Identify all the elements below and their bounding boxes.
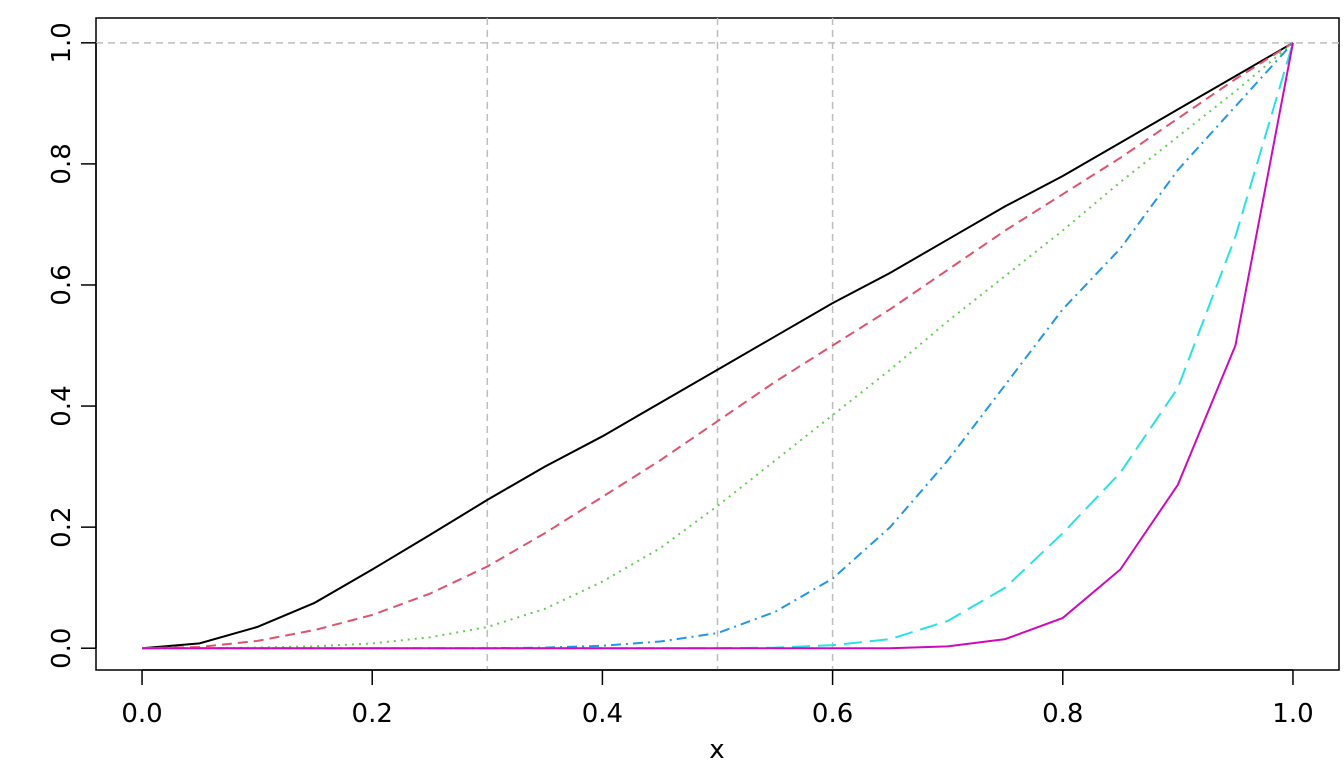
y-tick-label: 0.2 [47,506,77,547]
series-line [141,41,1294,650]
y-tick-label: 0.8 [47,143,77,184]
y-tick-label: 0.6 [47,264,77,305]
x-tick-label: 0.2 [352,699,393,729]
x-axis-label: x [709,735,724,765]
x-tick-label: 0.0 [121,699,162,729]
y-tick-label: 0.0 [47,628,77,669]
x-tick-label: 1.0 [1272,699,1313,729]
series-line [142,41,1294,650]
series-line [142,42,1294,650]
x-tick-label: 0.8 [1042,699,1083,729]
y-tick-label: 1.0 [47,22,77,63]
x-tick-label: 0.6 [812,699,853,729]
x-tick-label: 0.4 [582,699,623,729]
y-tick-label: 0.4 [47,385,77,426]
series-line [142,42,1294,650]
